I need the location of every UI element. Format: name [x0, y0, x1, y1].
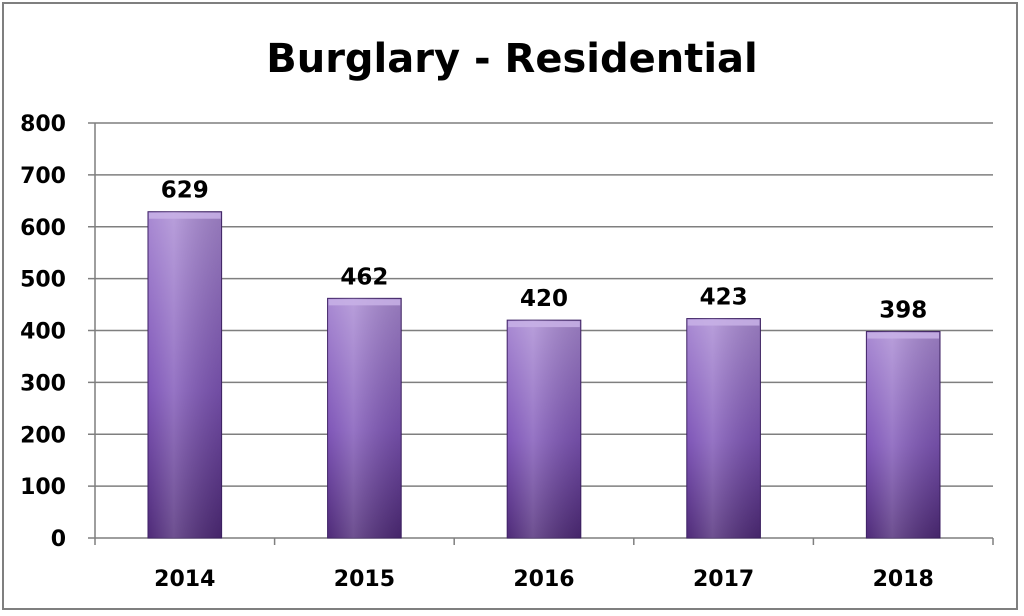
x-tick-label: 2016	[513, 567, 574, 592]
data-label: 462	[340, 264, 388, 290]
bar-sheen	[327, 298, 402, 538]
bar-bevel	[867, 332, 940, 339]
y-axis-ticks: 0 100 200 300 400 500 600 700 800	[20, 112, 95, 552]
gridlines	[95, 122, 993, 487]
y-tick-label: 400	[20, 320, 66, 345]
bar-bevel	[148, 212, 221, 219]
chart-title: Burglary - Residential	[266, 36, 758, 82]
data-labels: 629 462 420 423 398	[161, 178, 927, 324]
y-tick-label: 300	[20, 371, 66, 396]
x-tick-label: 2018	[873, 567, 934, 592]
data-label: 629	[161, 178, 209, 204]
bar-sheen	[507, 320, 581, 538]
y-tick-label: 600	[20, 216, 66, 241]
data-label: 398	[879, 298, 927, 324]
x-tick-label: 2015	[334, 567, 395, 592]
y-tick-label: 800	[20, 112, 66, 137]
data-label: 423	[700, 285, 748, 311]
bar	[506, 319, 582, 539]
data-label: 420	[520, 286, 568, 312]
bar	[865, 331, 941, 539]
bar-sheen	[147, 211, 222, 539]
bar	[147, 211, 223, 539]
bar	[686, 318, 761, 539]
bar-sheen	[686, 318, 761, 538]
x-tick-label: 2017	[693, 567, 754, 592]
x-axis-ticks: 2014 2015 2016 2017 2018	[94, 538, 994, 592]
bar-bevel	[508, 321, 580, 328]
bar	[327, 297, 402, 539]
y-tick-label: 200	[20, 423, 66, 448]
y-tick-label: 500	[20, 268, 66, 293]
bar-bevel	[687, 319, 760, 326]
bar-bevel	[328, 299, 401, 306]
y-tick-label: 700	[20, 164, 66, 189]
bars	[147, 211, 941, 539]
y-tick-label: 0	[51, 527, 66, 552]
x-tick-label: 2014	[154, 567, 215, 592]
bar-sheen	[866, 331, 941, 538]
y-tick-label: 100	[20, 475, 66, 500]
